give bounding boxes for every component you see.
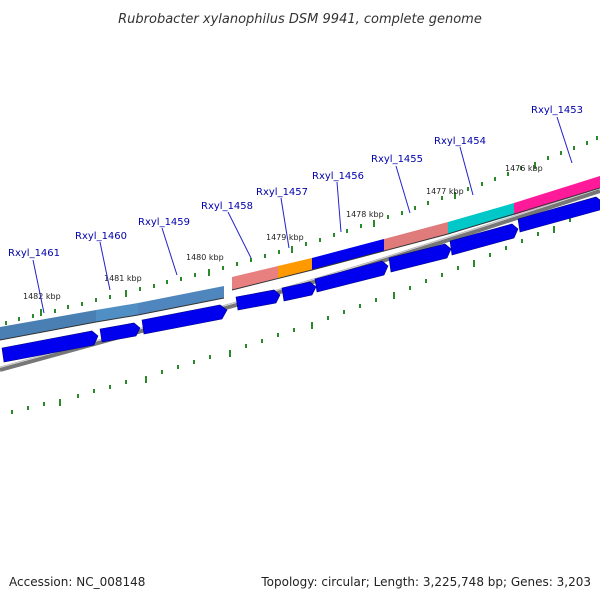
gene-label: Rxyl_1453 <box>531 105 583 116</box>
gene-block <box>278 258 312 278</box>
gene-block <box>0 310 96 340</box>
feature-band <box>0 176 600 341</box>
gene-arrow <box>235 289 281 311</box>
gene-block <box>138 286 224 315</box>
gene-label: Rxyl_1458 <box>201 201 253 212</box>
gene-arrow <box>1 330 99 363</box>
gene-arrow <box>388 243 452 273</box>
gene-arrow <box>314 260 389 293</box>
tick-label: 1476 kbp <box>505 164 543 173</box>
genome-backbone-highlight <box>0 187 600 368</box>
gene-labels: Rxyl_1461 Rxyl_1460 Rxyl_1459 Rxyl_1458 … <box>8 105 583 259</box>
tick-label: 1479 kbp <box>266 233 304 242</box>
gene-label: Rxyl_1457 <box>256 187 308 198</box>
gene-block <box>96 303 138 322</box>
feature-band-shadow <box>0 187 600 341</box>
forward-gene-arrows <box>1 196 600 363</box>
gene-label: Rxyl_1455 <box>371 154 423 165</box>
gene-label: Rxyl_1454 <box>434 136 486 147</box>
gene-block <box>514 176 600 215</box>
accession-text: Accession: NC_008148 <box>9 575 145 589</box>
gene-arrow <box>141 304 228 335</box>
gene-arrow <box>449 223 519 256</box>
gene-arrow <box>281 281 317 302</box>
gene-block <box>312 239 384 270</box>
outer-tick-row <box>5 136 598 325</box>
gene-label: Rxyl_1456 <box>312 171 364 182</box>
gene-label: Rxyl_1460 <box>75 231 127 242</box>
tick-label: 1480 kbp <box>186 253 224 262</box>
topology-text: Topology: circular; Length: 3,225,748 bp… <box>260 575 591 589</box>
gene-block <box>384 222 448 251</box>
gene-arrow <box>99 322 141 343</box>
tick-label: 1481 kbp <box>104 274 142 283</box>
map-title: Rubrobacter xylanophilus DSM 9941, compl… <box>118 12 482 27</box>
gene-block <box>232 266 278 290</box>
inner-tick-row <box>11 210 587 414</box>
tick-label: 1477 kbp <box>426 187 464 196</box>
leader-lines <box>32 116 573 314</box>
gene-label: Rxyl_1459 <box>138 217 190 228</box>
tick-label: 1482 kbp <box>23 292 61 301</box>
gene-arrow <box>517 196 600 233</box>
tick-label: 1478 kbp <box>346 210 384 219</box>
tick-labels: 1482 kbp 1481 kbp 1480 kbp 1479 kbp 1478… <box>23 164 543 301</box>
gene-block <box>448 203 514 234</box>
gene-label: Rxyl_1461 <box>8 248 60 259</box>
